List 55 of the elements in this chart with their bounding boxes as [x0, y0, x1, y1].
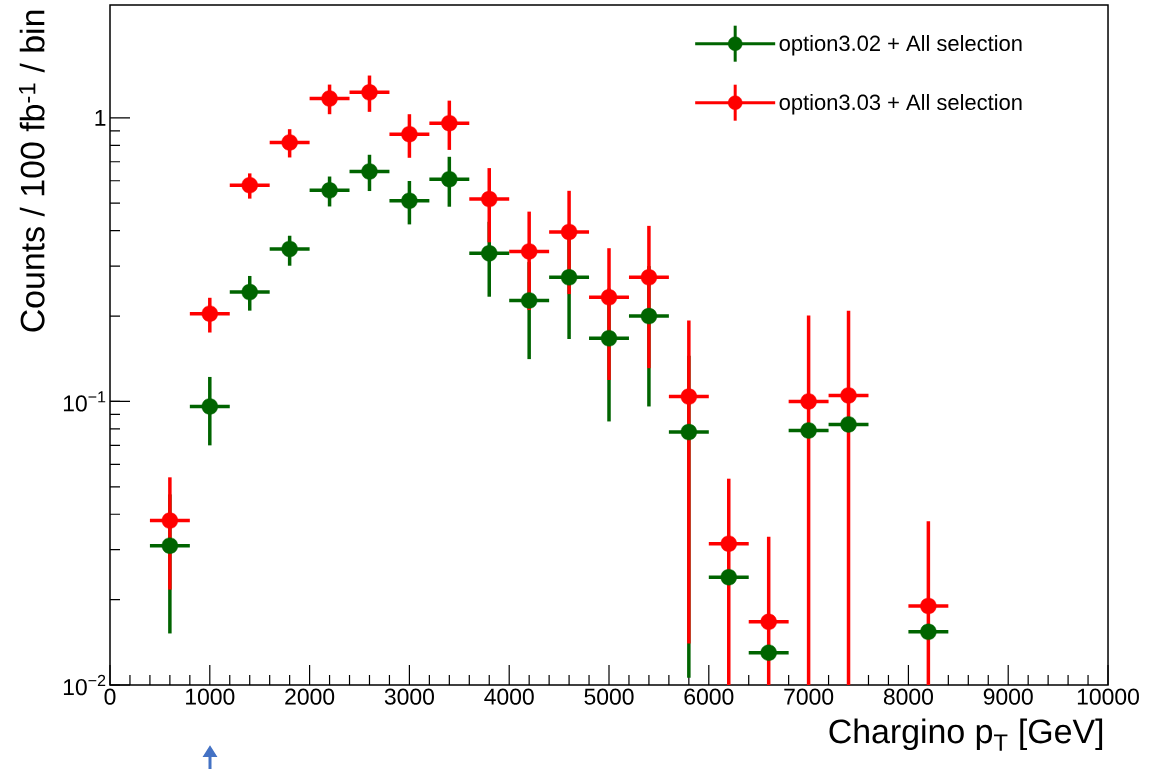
- point: [520, 292, 538, 309]
- point: [481, 244, 498, 262]
- point: [281, 133, 298, 151]
- point: [161, 512, 179, 529]
- x-tick-label: 9000: [983, 688, 1033, 705]
- point: [920, 597, 937, 614]
- x-axis-title: Chargino p$_{T}$ [GeV]: [829, 718, 1103, 751]
- point: [361, 163, 378, 180]
- point: [760, 644, 777, 661]
- point: [760, 613, 777, 630]
- point: [481, 190, 498, 208]
- x-tick-label: 8000: [883, 688, 933, 705]
- point: [800, 422, 817, 439]
- point: [281, 240, 298, 257]
- point: [361, 83, 378, 101]
- x-tick-label: 0: [104, 688, 116, 705]
- point: [920, 623, 937, 640]
- point: [401, 125, 418, 143]
- point: [600, 329, 618, 347]
- point: [680, 423, 698, 440]
- point: [321, 90, 338, 107]
- point: [720, 535, 737, 552]
- x-tick-label: 10000: [1077, 688, 1139, 705]
- y-tick-label: 10$^{−1}$: [63, 391, 106, 412]
- point: [161, 537, 179, 554]
- y-axis-title: Counts / 100 fb$^{-1}$ / bin: [18, 10, 45, 332]
- point: [201, 398, 218, 415]
- point: [800, 392, 817, 410]
- point: [560, 223, 578, 240]
- point: [441, 170, 458, 188]
- x-tick-label: 1000: [186, 688, 235, 705]
- x-tick-label: 3000: [384, 688, 434, 705]
- point: [840, 386, 857, 404]
- point: [560, 268, 578, 286]
- point: [600, 288, 618, 306]
- y-tick-label: 1: [95, 109, 106, 126]
- point: [680, 388, 698, 405]
- x-tick-label: 5000: [584, 688, 634, 705]
- x-tick-label: 7000: [784, 688, 834, 705]
- legend-label: option3.02 + All selection: [779, 34, 1022, 56]
- point: [441, 114, 458, 132]
- point: [241, 176, 258, 194]
- x-tick-label: 4000: [484, 688, 534, 705]
- legend-label: option3.03 + All selection: [779, 93, 1022, 115]
- point: [520, 242, 538, 260]
- point: [640, 307, 658, 325]
- point: [201, 305, 218, 322]
- x-tick-label: 2000: [285, 688, 335, 705]
- point: [840, 415, 857, 433]
- x-tick-label: 6000: [684, 688, 734, 705]
- point: [720, 568, 737, 586]
- point: [321, 181, 338, 199]
- point: [640, 268, 658, 286]
- point: [241, 283, 258, 301]
- point: [401, 192, 418, 209]
